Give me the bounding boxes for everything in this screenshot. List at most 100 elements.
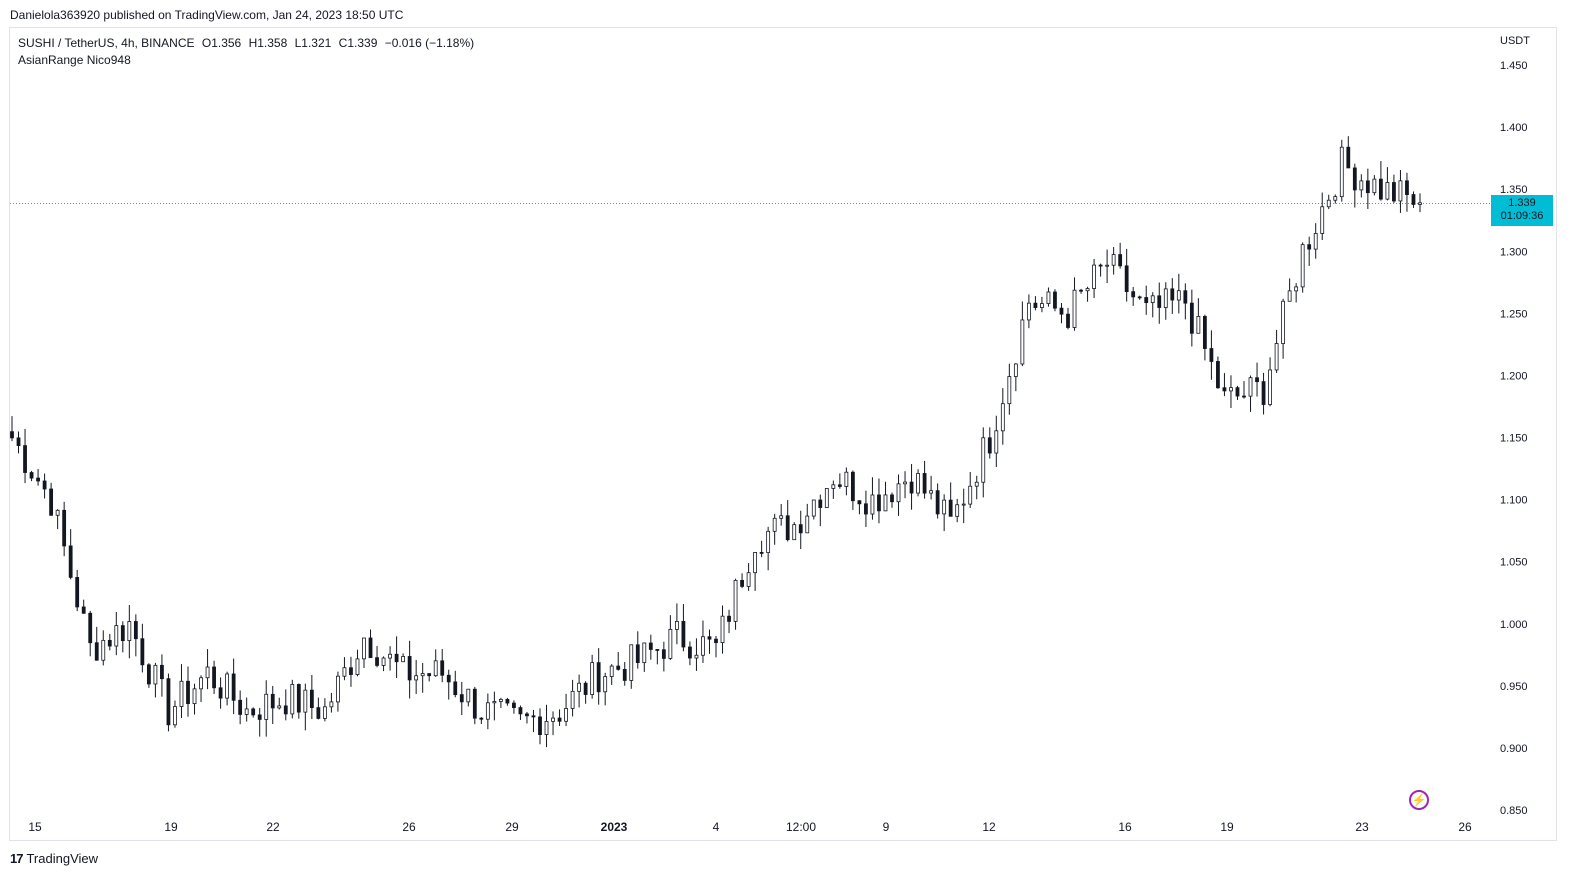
candle-body bbox=[1346, 146, 1351, 169]
candle-body bbox=[349, 667, 353, 675]
time-tick-label: 29 bbox=[505, 820, 519, 834]
candle-body bbox=[1118, 254, 1123, 267]
candle-body bbox=[472, 688, 477, 719]
candle-body bbox=[844, 471, 849, 487]
price-tick-label: 0.900 bbox=[1500, 743, 1528, 755]
candle-body bbox=[498, 699, 503, 702]
candle-body bbox=[635, 644, 640, 664]
candle-body bbox=[564, 708, 568, 722]
close-value: C1.339 bbox=[338, 36, 378, 50]
candle-body bbox=[1189, 302, 1194, 334]
candle-body bbox=[544, 720, 549, 736]
time-axis[interactable]: 15 19 22 26 29 2023 4 12:00 9 12 16 19 23 26 bbox=[28, 820, 1472, 834]
candle-body bbox=[746, 572, 751, 587]
last-price-tag: 1.339 01:09:36 bbox=[1491, 195, 1553, 226]
time-tick-label: 12:00 bbox=[786, 820, 816, 834]
candle-body bbox=[277, 705, 282, 709]
candle-body bbox=[883, 494, 888, 512]
candle-body bbox=[140, 638, 145, 666]
candle-body bbox=[714, 638, 718, 644]
chart-frame bbox=[9, 27, 1557, 841]
candle-body bbox=[388, 653, 392, 659]
time-tick-label: 26 bbox=[402, 820, 416, 834]
candle-body bbox=[1196, 316, 1201, 334]
candle-body bbox=[173, 706, 177, 726]
candle-body bbox=[127, 621, 132, 642]
candle-body bbox=[1059, 307, 1064, 315]
candle-body bbox=[231, 673, 236, 701]
price-tick-label: 1.400 bbox=[1500, 122, 1528, 134]
candle-body bbox=[1013, 363, 1018, 377]
candle-body bbox=[909, 481, 914, 494]
candle-body bbox=[381, 657, 386, 666]
candle-body bbox=[935, 490, 940, 515]
candle-body bbox=[316, 707, 321, 719]
candle-body bbox=[1150, 295, 1155, 304]
candles-group bbox=[10, 136, 1422, 748]
candle-body bbox=[557, 717, 562, 722]
candle-body bbox=[114, 625, 119, 647]
candle-body bbox=[251, 708, 256, 716]
candle-body bbox=[466, 688, 471, 703]
candle-body bbox=[1072, 289, 1077, 328]
candle-body bbox=[772, 517, 777, 532]
candle-body bbox=[798, 524, 803, 534]
price-tick-label: 1.000 bbox=[1500, 619, 1528, 631]
candle-body bbox=[107, 639, 112, 647]
candle-body bbox=[837, 484, 842, 487]
candle-body bbox=[661, 649, 666, 659]
candle-body bbox=[1176, 290, 1181, 301]
candle-body bbox=[629, 644, 634, 681]
candle-body bbox=[440, 660, 445, 676]
candle-body bbox=[1066, 313, 1070, 328]
candle-body bbox=[570, 690, 575, 709]
candle-body bbox=[1255, 377, 1259, 383]
candle-body bbox=[394, 653, 399, 663]
candle-body bbox=[864, 503, 868, 515]
candle-body bbox=[1385, 182, 1390, 200]
candle-body bbox=[453, 681, 458, 696]
candle-body bbox=[518, 707, 523, 715]
candle-body bbox=[727, 615, 731, 622]
time-tick-label: 15 bbox=[28, 820, 42, 834]
candle-body bbox=[779, 515, 784, 519]
candle-body bbox=[1398, 180, 1403, 202]
candle-body bbox=[479, 717, 484, 720]
candle-body bbox=[1157, 295, 1162, 308]
candle-body bbox=[1418, 202, 1422, 205]
candle-body bbox=[1026, 302, 1031, 321]
candle-body bbox=[10, 431, 14, 439]
candle-body bbox=[922, 473, 927, 494]
price-axis[interactable]: USDT 1.450 1.400 1.350 1.300 1.250 1.200 1.150… bbox=[1500, 35, 1530, 817]
candle-body bbox=[857, 500, 862, 505]
candle-body bbox=[296, 684, 301, 713]
candle-body bbox=[146, 664, 151, 685]
candle-body bbox=[23, 445, 27, 473]
candle-body bbox=[1242, 395, 1246, 398]
candle-body bbox=[68, 545, 73, 578]
candle-body bbox=[955, 504, 960, 517]
candle-body bbox=[1300, 244, 1305, 288]
candle-body bbox=[1261, 381, 1266, 405]
symbol-label[interactable]: SUSHI / TetherUS, 4h, BINANCE bbox=[18, 36, 195, 50]
candle-body bbox=[1365, 180, 1370, 194]
lightning-icon[interactable]: ⚡ bbox=[1409, 790, 1429, 810]
candle-body bbox=[1131, 291, 1136, 298]
time-tick-label: 9 bbox=[883, 820, 890, 834]
candle-body bbox=[29, 472, 34, 479]
candle-body bbox=[433, 660, 438, 677]
candle-body bbox=[753, 552, 758, 574]
candle-body bbox=[1359, 180, 1364, 191]
candle-body bbox=[981, 437, 986, 483]
time-tick-label: 22 bbox=[266, 820, 280, 834]
candle-body bbox=[1307, 244, 1312, 250]
candle-body bbox=[166, 678, 171, 726]
candle-body bbox=[62, 509, 67, 547]
candle-body bbox=[1053, 291, 1057, 309]
footer-brand[interactable]: 17 TradingView bbox=[10, 851, 98, 866]
candle-body bbox=[1216, 361, 1220, 389]
candle-body bbox=[1020, 319, 1025, 365]
indicator-label[interactable]: AsianRange Nico948 bbox=[18, 53, 131, 67]
candle-body bbox=[818, 499, 823, 508]
